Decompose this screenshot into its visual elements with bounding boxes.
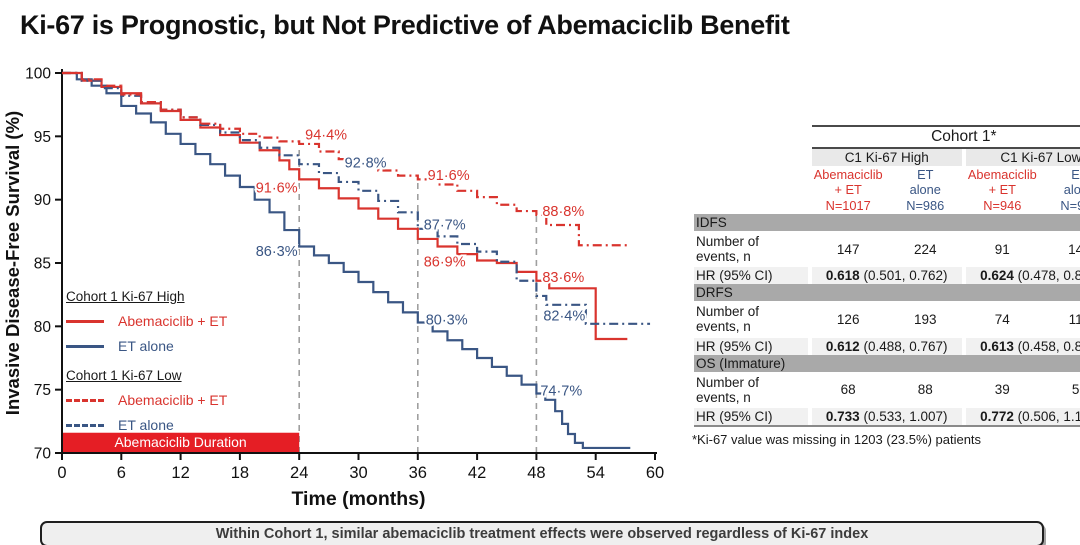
curve-annotation: 91·6%	[428, 168, 470, 184]
svg-text:18: 18	[231, 464, 249, 482]
group-header-high: C1 Ki-67 High	[811, 149, 962, 166]
curve-annotation: 74·7%	[540, 383, 582, 399]
curve-annotation: 86·3%	[256, 244, 298, 260]
results-table: Cohort 1* C1 Ki-67 High C1 Ki-67 Low Abe…	[690, 125, 1080, 428]
legend-item-low-abemaciclib: Abemaciclib + ET	[66, 392, 276, 408]
legend-item-high-et-alone: ET alone	[66, 338, 276, 354]
curve-annotation: 91·6%	[256, 181, 298, 197]
column-header-row: Abemaciclib + ET N=1017 ET alone N=986 A…	[694, 166, 1080, 214]
legend-group-title: Cohort 1 Ki-67 High	[66, 289, 185, 304]
svg-text:6: 6	[117, 464, 126, 482]
legend-group-title: Cohort 1 Ki-67 Low	[66, 368, 182, 383]
series-cohort-1-ki-67-low-et-alone	[62, 71, 651, 325]
curve-annotation: 94·4%	[305, 127, 347, 143]
column-header-et-low: ET alone N=968	[1060, 167, 1080, 213]
km-chart: Abemaciclib Duration 0 6 12 18 24 30 36 42 48 54 60…	[0, 63, 690, 518]
section-header-idfs: IDFS	[694, 214, 1080, 232]
column-header-et-high: ET alone N=986	[906, 167, 945, 213]
legend-item-label: ET alone	[118, 417, 174, 433]
legend-item-high-abemaciclib: Abemaciclib + ET	[66, 313, 276, 329]
drfs-events-row: Number of events, n 126 193 74 119	[696, 304, 1080, 335]
table-bottom-rule	[694, 425, 1080, 428]
svg-text:85: 85	[34, 256, 51, 273]
svg-text:42: 42	[468, 464, 486, 482]
solid-blue-line-swatch	[66, 344, 104, 348]
group-header-low: C1 Ki-67 Low	[965, 149, 1080, 166]
cohort-header-row: Cohort 1*	[694, 125, 1080, 149]
svg-text:80: 80	[34, 319, 52, 336]
table-footnote: *Ki-67 value was missing in 1203 (23.5%)…	[692, 432, 982, 448]
section-header-os: OS (Immature)	[694, 354, 1080, 372]
y-axis-title: Invasive Disease-Free Survival (%)	[2, 111, 23, 415]
svg-text:100: 100	[25, 66, 51, 83]
svg-text:70: 70	[34, 446, 52, 463]
curve-annotation: 80·3%	[426, 312, 468, 328]
svg-text:54: 54	[587, 464, 605, 482]
series-cohort-1-ki-67-low-abemaciclib-et	[62, 71, 631, 247]
legend-item-label: Abemaciclib + ET	[118, 392, 228, 408]
landmark-reflines	[298, 143, 538, 453]
idfs-events-row: Number of events, n 147 224 91 141	[696, 234, 1080, 265]
dashed-red-line-swatch	[66, 398, 104, 402]
svg-text:24: 24	[290, 464, 308, 482]
legend-group-low: Cohort 1 Ki-67 Low Abemaciclib + ET ET a…	[66, 368, 276, 433]
curve-annotation: 82·4%	[543, 309, 585, 325]
curve-annotation: 86·9%	[424, 255, 466, 271]
curve-annotation: 87·7%	[424, 217, 466, 233]
tick-labels: 0 6 12 18 24 30 36 42 48 54 60 70 75 80 85 90 95 100	[25, 66, 664, 483]
chart-legend: Cohort 1 Ki-67 High Abemaciclib + ET ET …	[66, 289, 276, 442]
column-header-abemaciclib-high: Abemaciclib + ET N=1017	[813, 167, 883, 213]
summary-banner: Within Cohort 1, similar abemaciclib tre…	[40, 521, 1044, 545]
svg-text:48: 48	[527, 464, 545, 482]
svg-text:12: 12	[171, 464, 189, 482]
curve-annotation: 92·8%	[345, 155, 387, 171]
duration-bar: Abemaciclib Duration	[62, 432, 300, 452]
column-header-abemaciclib-low: Abemaciclib + ET N=946	[967, 167, 1037, 213]
cohort-title: Cohort 1*	[811, 125, 1080, 149]
svg-text:90: 90	[34, 192, 52, 209]
legend-group-high: Cohort 1 Ki-67 High Abemaciclib + ET ET …	[66, 289, 276, 354]
svg-text:60: 60	[646, 464, 664, 482]
svg-text:36: 36	[409, 464, 427, 482]
duration-bar-label: Abemaciclib Duration	[114, 434, 246, 450]
svg-text:0: 0	[57, 464, 66, 482]
curve-annotation: 88·8%	[542, 204, 584, 220]
drfs-hr-row: HR (95% CI) 0.612 (0.488, 0.767) 0.613 (…	[694, 337, 1080, 355]
os-events-row: Number of events, n 68 88 39 50	[696, 374, 1080, 405]
curve-annotations: 94·4% 92·8% 91·6% 86·3% 91·6% 87·7% 86·9% 80·3%…	[254, 125, 588, 401]
os-hr-row: HR (95% CI) 0.733 (0.533, 1.007) 0.772 (…	[694, 407, 1080, 426]
idfs-hr-row: HR (95% CI) 0.618 (0.501, 0.762) 0.624 (…	[694, 267, 1080, 285]
content-row: Abemaciclib Duration 0 6 12 18 24 30 36 42 48 54 60…	[0, 51, 1080, 518]
legend-item-label: Abemaciclib + ET	[118, 313, 228, 329]
page-title: Ki-67 is Prognostic, but Not Predictive …	[20, 10, 790, 40]
axes	[55, 69, 657, 460]
legend-item-label: ET alone	[118, 338, 174, 354]
x-axis-title: Time (months)	[292, 488, 426, 510]
section-header-drfs: DRFS	[694, 284, 1080, 302]
km-plot-svg: Abemaciclib Duration 0 6 12 18 24 30 36 42 48 54 60…	[2, 66, 664, 511]
legend-item-low-et-alone: ET alone	[66, 417, 276, 433]
results-table-area: Cohort 1* C1 Ki-67 High C1 Ki-67 Low Abe…	[690, 63, 1080, 518]
svg-text:75: 75	[34, 382, 51, 399]
summary-banner-text: Within Cohort 1, similar abemaciclib tre…	[215, 526, 869, 542]
solid-red-line-swatch	[66, 319, 104, 323]
curve-annotation: 83·6%	[542, 270, 584, 286]
dashed-blue-line-swatch	[66, 423, 104, 427]
group-header-row: C1 Ki-67 High C1 Ki-67 Low	[694, 149, 1080, 166]
svg-text:30: 30	[349, 464, 367, 482]
series-cohort-1-ki-67-high-et-alone	[62, 71, 631, 450]
svg-text:95: 95	[34, 129, 51, 146]
series-cohort-1-ki-67-high-abemaciclib-et	[62, 71, 628, 341]
